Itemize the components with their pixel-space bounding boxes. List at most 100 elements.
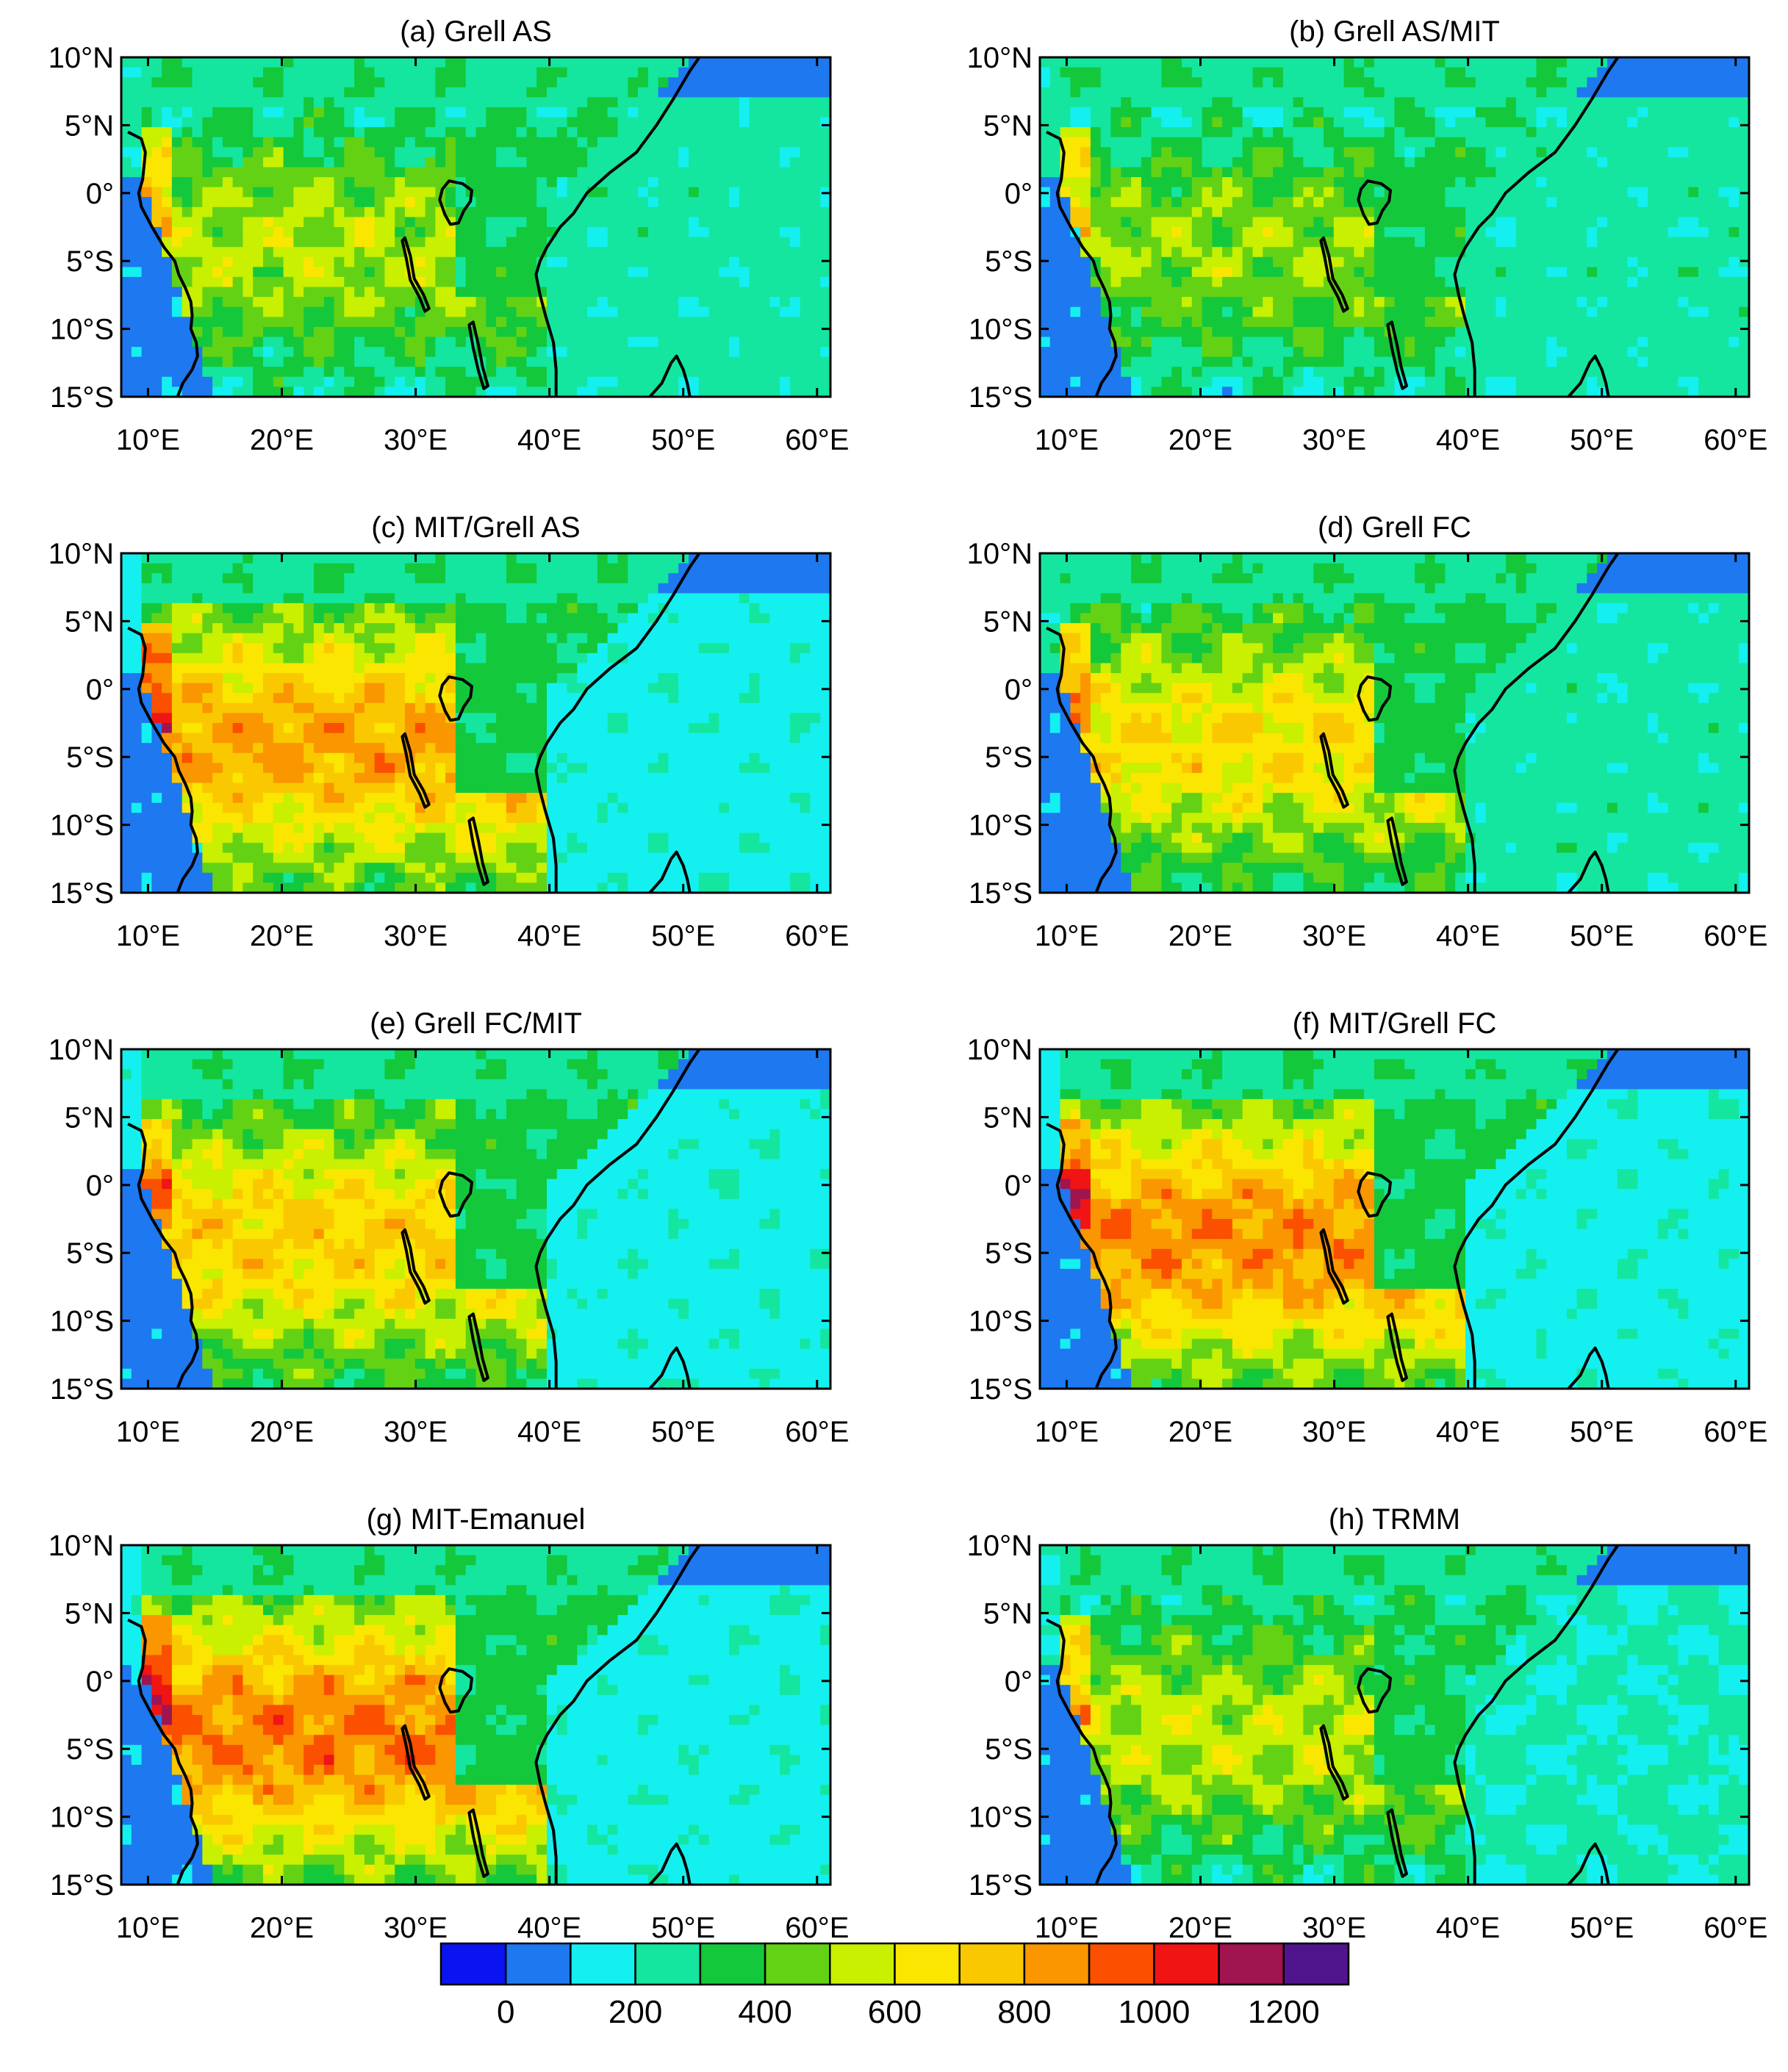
west-coastline (1046, 1122, 1118, 1389)
madagascar-coastline (648, 1346, 692, 1389)
map-panel-g: (g) MIT-Emanuel 10°N 5°N 0° 5°S 10°S 15°S10°E 2… (49, 1503, 850, 1944)
lat-label: 10°S (50, 1306, 114, 1338)
lon-label: 20°E (250, 920, 314, 952)
lon-label: 10°E (1035, 1912, 1099, 1944)
lon-label: 30°E (1302, 920, 1366, 952)
lon-label: 60°E (785, 1912, 849, 1944)
colorbar-box (894, 1942, 961, 1986)
lon-label: 40°E (1436, 424, 1500, 456)
lat-label: 10°S (969, 1802, 1033, 1834)
lake-outline-0 (1357, 179, 1392, 226)
lake-outline-1 (1319, 1228, 1349, 1305)
lake-outline-1 (1319, 732, 1349, 809)
lon-label: 60°E (1703, 1912, 1767, 1944)
east-coastline (534, 57, 701, 397)
precip-field (121, 553, 830, 893)
lat-label: 5°N (983, 109, 1033, 142)
lat-label: 10°N (49, 538, 114, 570)
lat-label: 5°S (985, 1733, 1033, 1766)
lat-label: 10°N (49, 1034, 114, 1066)
map-frame (120, 1544, 832, 1886)
lake-outline-2 (1386, 320, 1408, 390)
lake-outline-1 (1319, 236, 1349, 313)
lake-outline-0 (1357, 1667, 1392, 1714)
coastlines (1046, 553, 1620, 893)
map-frame (1038, 552, 1751, 894)
lon-label: 50°E (651, 920, 715, 952)
precip-field (1040, 57, 1749, 397)
lon-label: 30°E (384, 424, 448, 456)
coastlines (1046, 57, 1620, 397)
map-panel-e: (e) Grell FC/MIT 10°N 5°N 0° 5°S 10°S 15°S10°E… (49, 1007, 850, 1448)
coastlines (1046, 1545, 1620, 1885)
madagascar-coastline (1567, 1842, 1610, 1885)
lat-label: 5°S (66, 1237, 114, 1270)
lon-label: 30°E (384, 920, 448, 952)
lat-label: 10°S (969, 810, 1033, 842)
map-frame (1038, 56, 1751, 398)
precip-field (1040, 1545, 1749, 1885)
lon-label: 30°E (1302, 1416, 1366, 1448)
lon-label: 50°E (1570, 1416, 1634, 1448)
panel-title: (b) Grell AS/MIT (1289, 15, 1500, 48)
lat-label: 0° (1005, 1170, 1033, 1202)
lake-outline-1 (401, 732, 431, 809)
panel-title: (g) MIT-Emanuel (367, 1503, 586, 1536)
lat-label: 15°S (969, 877, 1033, 910)
lon-label: 30°E (1302, 1912, 1366, 1944)
lat-label: 5°S (66, 741, 114, 774)
lake-outline-2 (467, 320, 489, 390)
lat-label: 15°S (969, 1869, 1033, 1902)
lat-label: 15°S (50, 1869, 114, 1902)
west-coastline (1046, 1618, 1118, 1885)
lat-label: 15°S (50, 877, 114, 910)
lat-label: 15°S (50, 381, 114, 414)
lon-label: 50°E (651, 424, 715, 456)
lon-label: 60°E (1703, 424, 1767, 456)
coastlines (127, 553, 701, 893)
coastlines (127, 1049, 701, 1389)
lon-label: 40°E (517, 920, 581, 952)
colorbar-box (1088, 1942, 1155, 1986)
panel-title: (h) TRMM (1329, 1503, 1460, 1536)
west-coastline (127, 1618, 199, 1885)
colorbar-tick-label: 200 (608, 1994, 662, 2030)
lake-outline-2 (1386, 816, 1408, 886)
east-coastline (1453, 1049, 1620, 1389)
lon-label: 40°E (517, 424, 581, 456)
lon-label: 40°E (517, 1416, 581, 1448)
lake-outline-0 (1357, 1171, 1392, 1218)
lat-label: 0° (86, 1666, 114, 1698)
lake-outline-1 (401, 1724, 431, 1801)
lon-label: 20°E (1168, 1912, 1232, 1944)
lat-label: 5°N (983, 1597, 1033, 1630)
lat-label: 5°S (985, 741, 1033, 774)
lon-label: 30°E (1302, 424, 1366, 456)
lon-label: 30°E (384, 1912, 448, 1944)
precip-field (121, 1049, 830, 1389)
colorbar-box (634, 1942, 702, 1986)
colorbar-box (958, 1942, 1026, 1986)
precip-field (1040, 553, 1749, 893)
panel-title: (f) MIT/Grell FC (1293, 1007, 1497, 1040)
lon-label: 50°E (651, 1416, 715, 1448)
precip-field (121, 1545, 830, 1885)
lon-label: 20°E (250, 1912, 314, 1944)
panel-title: (e) Grell FC/MIT (370, 1007, 582, 1040)
west-coastline (127, 130, 199, 397)
coastlines (1046, 1049, 1620, 1389)
lake-outline-2 (467, 1808, 489, 1878)
panel-title: (c) MIT/Grell AS (371, 511, 580, 544)
lat-label: 15°S (969, 1373, 1033, 1406)
colorbar-box (699, 1942, 766, 1986)
lon-label: 20°E (1168, 1416, 1232, 1448)
lon-label: 10°E (116, 1416, 180, 1448)
lat-label: 5°N (983, 605, 1033, 638)
east-coastline (534, 553, 701, 893)
lat-label: 10°N (49, 1530, 114, 1562)
east-coastline (534, 1545, 701, 1885)
lon-label: 50°E (651, 1912, 715, 1944)
madagascar-coastline (1567, 850, 1610, 893)
lake-outline-0 (438, 1667, 473, 1714)
